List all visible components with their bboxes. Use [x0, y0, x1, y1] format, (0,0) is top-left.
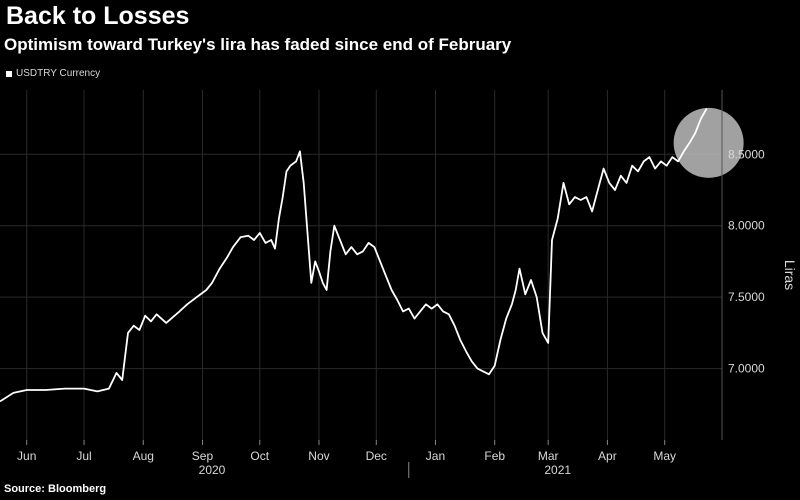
legend-label: USDTRY Currency — [16, 68, 101, 79]
x-tick-label: Oct — [250, 449, 269, 463]
x-tick-label: Dec — [366, 449, 387, 463]
legend: USDTRY Currency — [6, 68, 100, 79]
chart-title: Back to Losses — [6, 2, 190, 30]
x-tick-label: Jan — [426, 449, 445, 463]
chart-subtitle: Optimism toward Turkey's lira has faded … — [4, 35, 512, 54]
x-year-label: 2021 — [544, 463, 571, 477]
x-tick-label: Apr — [598, 449, 617, 463]
series-line-usdtry — [0, 108, 708, 403]
source-note: Source: Bloomberg — [4, 483, 107, 495]
legend-swatch — [6, 70, 12, 77]
highlight-circle — [673, 107, 744, 178]
x-year-label: 2020 — [199, 463, 226, 477]
x-tick-label: Jun — [17, 449, 36, 463]
x-tick-label: Mar — [538, 449, 559, 463]
x-tick-label: Sep — [192, 449, 214, 463]
y-tick-label: 7.0000 — [728, 362, 765, 376]
grid-layer — [0, 90, 722, 440]
x-tick-label: May — [653, 449, 676, 463]
y-axis-title: Liras — [782, 260, 798, 290]
y-tick-label: 8.5000 — [728, 147, 765, 161]
highlight-layer — [673, 107, 744, 178]
axis-layer: 7.0000 7.5000 8.0000 8.5000 Jun Jul Aug Sep Oct N… — [17, 90, 798, 478]
y-tick-label: 7.5000 — [728, 290, 765, 304]
x-tick-label: Aug — [133, 449, 154, 463]
series-layer — [0, 108, 708, 403]
x-tick-label: Nov — [308, 449, 329, 463]
y-tick-label: 8.0000 — [728, 219, 765, 233]
x-tick-label: Jul — [76, 449, 91, 463]
x-tick-label: Feb — [484, 449, 505, 463]
